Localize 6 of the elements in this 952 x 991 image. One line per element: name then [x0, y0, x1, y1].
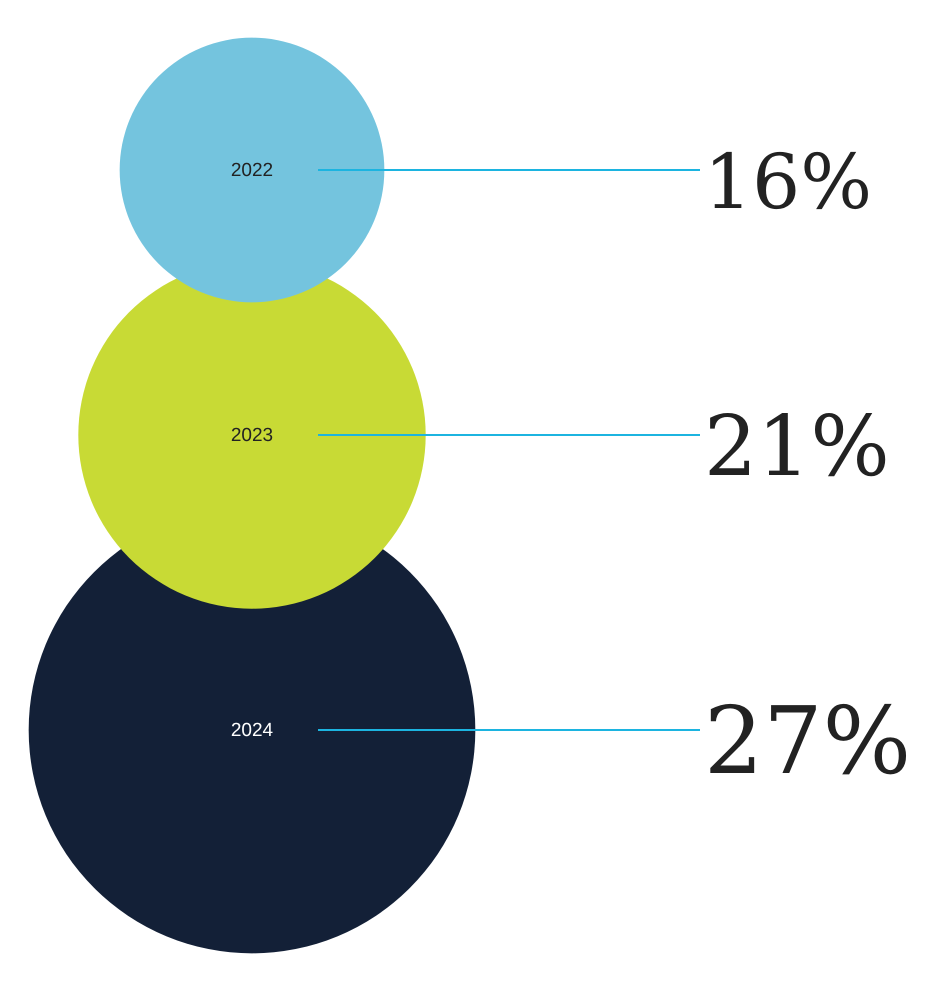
category-label: 2023 [230, 425, 274, 446]
data-label: 16% [704, 138, 872, 226]
category-label: 2022 [230, 160, 274, 181]
data-label: 21% [704, 397, 890, 495]
data-label: 27% [704, 686, 912, 795]
category-label: 2024 [230, 720, 274, 741]
